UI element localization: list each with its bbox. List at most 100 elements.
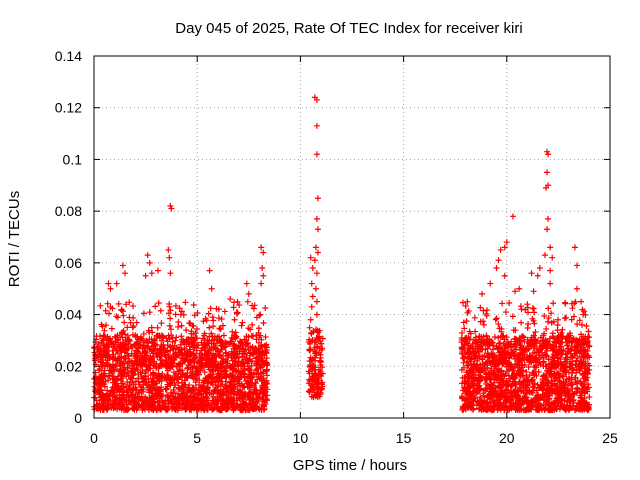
data-point [154,324,161,331]
data-point [308,356,315,363]
data-point [523,368,530,375]
data-point [178,379,185,386]
data-point [305,368,312,375]
data-point [255,339,262,346]
data-point [112,394,119,401]
data-point [139,375,146,382]
data-point [130,323,137,330]
data-point [314,249,321,256]
data-point [253,314,260,321]
data-point [258,244,265,251]
data-point [194,368,201,375]
data-point [537,361,544,368]
data-point [165,310,172,317]
data-point [511,343,518,350]
data-point [554,397,561,404]
data-point [109,384,116,391]
data-point [200,335,207,342]
data-point [122,366,129,373]
data-point [245,346,252,353]
data-point [230,304,237,311]
data-point [491,334,498,341]
data-point [133,353,140,360]
data-point [231,366,238,373]
data-point [113,377,120,384]
data-point [579,336,586,343]
data-point [493,343,500,350]
data-point [146,309,153,316]
data-point [180,311,187,318]
data-point [166,254,173,261]
data-point [319,335,326,342]
data-point [145,367,152,374]
data-point [207,371,214,378]
data-point [495,257,502,264]
data-point [156,378,163,385]
data-point [183,397,190,404]
data-point [311,354,318,361]
data-point [152,390,159,397]
data-point [119,388,126,395]
data-point [570,335,577,342]
data-point [210,406,217,413]
data-point [484,394,491,401]
data-point [489,339,496,346]
data-point [515,356,522,363]
data-point [126,394,133,401]
data-point [164,381,171,388]
data-point [203,400,210,407]
data-point [533,345,540,352]
data-point [210,367,217,374]
data-point [250,305,257,312]
data-point [536,265,543,272]
data-point [111,345,118,352]
data-point [537,346,544,353]
data-point [121,354,128,361]
data-point [169,356,176,363]
data-point [528,389,535,396]
data-point [557,343,564,350]
data-point [203,394,210,401]
data-point [585,328,592,335]
data-point [583,323,590,330]
data-point [498,325,505,332]
data-point [528,270,535,277]
data-point [253,391,260,398]
data-point [236,302,243,309]
data-point [511,376,518,383]
data-point [487,280,494,287]
data-point [227,296,234,303]
data-point [149,390,156,397]
data-point [529,376,536,383]
data-point [140,330,147,337]
data-point [173,334,180,341]
data-point [512,288,519,295]
data-point [531,380,538,387]
data-point [564,382,571,389]
data-point [113,280,120,287]
data-point [215,370,222,377]
data-point [178,371,185,378]
data-point [214,388,221,395]
data-point [96,391,103,398]
data-point [316,334,323,341]
data-point [222,378,229,385]
data-point [460,319,467,326]
data-point [466,336,473,343]
data-point [575,400,582,407]
data-point [541,312,548,319]
data-point [119,360,126,367]
data-point [570,400,577,407]
data-point [572,344,579,351]
data-point [260,249,267,256]
data-point [531,309,538,316]
data-point [203,375,210,381]
data-point [576,349,583,356]
data-point [217,326,224,333]
data-point [245,379,252,386]
data-point [551,381,558,388]
data-point [577,341,584,348]
data-point [137,338,144,345]
data-point [145,386,152,393]
data-point [548,364,555,371]
